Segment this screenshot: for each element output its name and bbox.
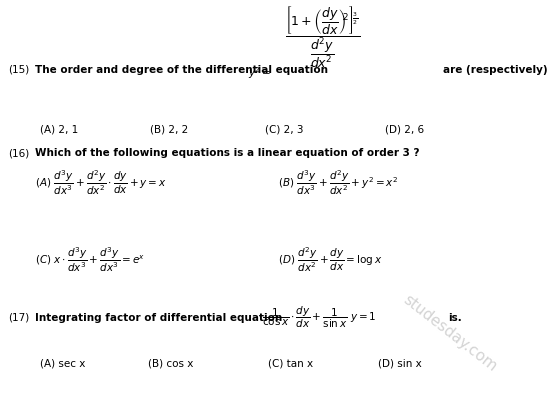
Text: (16): (16) bbox=[8, 148, 29, 158]
Text: $\dfrac{1}{\cos x}\cdot\dfrac{dy}{dx}+\dfrac{1}{\sin x}\ y=1$: $\dfrac{1}{\cos x}\cdot\dfrac{dy}{dx}+\d… bbox=[262, 305, 377, 330]
Text: $\dfrac{\left[1+\left(\dfrac{dy}{dx}\right)^{\!\!2}\right]^{\!\frac{3}{2}}}{\dfr: $\dfrac{\left[1+\left(\dfrac{dy}{dx}\rig… bbox=[285, 5, 360, 70]
Text: (C) 2, 3: (C) 2, 3 bbox=[265, 125, 304, 135]
Text: is.: is. bbox=[448, 313, 462, 323]
Text: $y^2 =$: $y^2 =$ bbox=[248, 65, 271, 81]
Text: (A) sec x: (A) sec x bbox=[40, 358, 86, 368]
Text: $(C)\ x\cdot\dfrac{d^3y}{dx^3}+\dfrac{d^3y}{dx^3}=e^x$: $(C)\ x\cdot\dfrac{d^3y}{dx^3}+\dfrac{d^… bbox=[35, 245, 145, 274]
Text: (15): (15) bbox=[8, 65, 29, 75]
Text: (17): (17) bbox=[8, 313, 29, 323]
Text: $(B)\ \dfrac{d^3y}{dx^3}+\dfrac{d^2y}{dx^2}+y^2=x^2$: $(B)\ \dfrac{d^3y}{dx^3}+\dfrac{d^2y}{dx… bbox=[278, 168, 398, 197]
Text: (D) sin x: (D) sin x bbox=[378, 358, 422, 368]
Text: (B) 2, 2: (B) 2, 2 bbox=[150, 125, 188, 135]
Text: (D) 2, 6: (D) 2, 6 bbox=[385, 125, 424, 135]
Text: The order and degree of the differential equation: The order and degree of the differential… bbox=[35, 65, 328, 75]
Text: Integrating factor of differential equation: Integrating factor of differential equat… bbox=[35, 313, 282, 323]
Text: (C) tan x: (C) tan x bbox=[268, 358, 313, 368]
Text: $(A)\ \dfrac{d^3y}{dx^3}+\dfrac{d^2y}{dx^2}\cdot\dfrac{dy}{dx}+y=x$: $(A)\ \dfrac{d^3y}{dx^3}+\dfrac{d^2y}{dx… bbox=[35, 168, 167, 197]
Text: are (respectively): are (respectively) bbox=[443, 65, 547, 75]
Text: (A) 2, 1: (A) 2, 1 bbox=[40, 125, 79, 135]
Text: Which of the following equations is a linear equation of order 3 ?: Which of the following equations is a li… bbox=[35, 148, 419, 158]
Text: (B) cos x: (B) cos x bbox=[148, 358, 193, 368]
Text: $(D)\ \dfrac{d^2y}{dx^2}+\dfrac{dy}{dx}=\log x$: $(D)\ \dfrac{d^2y}{dx^2}+\dfrac{dy}{dx}=… bbox=[278, 245, 383, 274]
Text: studesday.com: studesday.com bbox=[400, 293, 500, 375]
